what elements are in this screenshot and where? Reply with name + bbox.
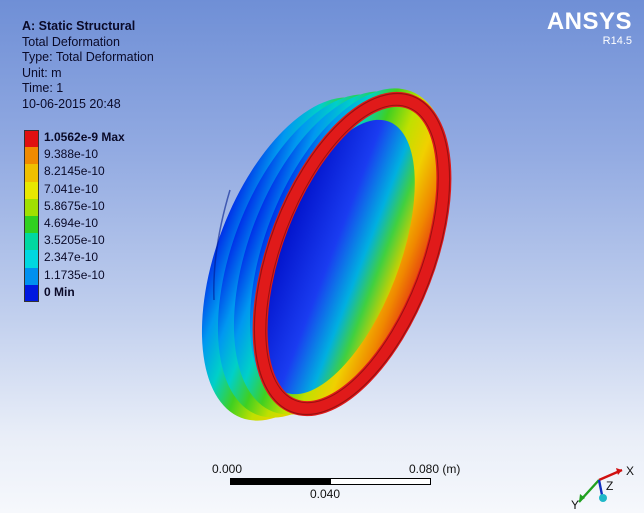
- triad-y-label: Y: [571, 498, 579, 510]
- scale-bar-white-segment: [330, 478, 431, 485]
- legend-value-label: 8.2145e-10: [44, 164, 105, 179]
- legend-color-swatch: [24, 147, 39, 165]
- legend-value-label: 1.0562e-9 Max: [44, 130, 125, 144]
- ansys-version: R14.5: [602, 35, 632, 47]
- x-axis-arrow: [616, 468, 622, 475]
- legend-value-label: 7.041e-10: [44, 181, 99, 196]
- ansys-branding: ANSYS R14.5: [546, 8, 632, 48]
- legend-value-label: 5.8675e-10: [44, 198, 105, 213]
- z-axis-line: [597, 479, 604, 496]
- ring-bore-inner: [259, 119, 415, 395]
- legend-color-swatch: [24, 250, 39, 268]
- legend-color-swatch: [24, 284, 39, 302]
- legend-value-label: 3.5205e-10: [44, 233, 105, 248]
- legend-color-swatch: [24, 215, 39, 234]
- legend-color-swatch: [24, 164, 39, 182]
- result-date: 10-06-2015 20:48: [22, 96, 121, 111]
- analysis-title: A: Static Structural: [22, 19, 136, 33]
- scale-start-label: 0.000: [212, 462, 243, 476]
- result-info-block: A: Static Structural Total Deformation T…: [22, 19, 154, 112]
- triad-x-label: X: [626, 464, 634, 478]
- scale-bar: 0.000 0.080 (m) 0.040: [205, 460, 475, 505]
- triad-origin-sphere: [599, 494, 607, 502]
- result-name: Total Deformation: [22, 34, 120, 49]
- y-axis-arrow: [579, 494, 585, 502]
- legend-value-label: 9.388e-10: [44, 147, 99, 162]
- legend-value-label: 2.347e-10: [44, 250, 99, 265]
- scale-bar-black-segment: [230, 478, 330, 485]
- legend-color-swatch: [24, 233, 39, 251]
- legend-color-swatch: [24, 130, 39, 148]
- ring-front-face: [252, 91, 452, 417]
- axis-triad[interactable]: X Y Z: [566, 458, 638, 510]
- scale-mid-label: 0.040: [310, 487, 341, 501]
- scale-end-label: 0.080 (m): [409, 462, 461, 476]
- legend-color-swatch: [24, 267, 39, 285]
- triad-z-label: Z: [606, 479, 613, 493]
- legend-value-label: 1.1735e-10: [44, 267, 105, 282]
- legend-value-label: 4.694e-10: [44, 215, 99, 230]
- legend-color-swatch: [24, 198, 39, 216]
- legend-value-label: 0 Min: [44, 284, 75, 299]
- result-type: Type: Total Deformation: [22, 50, 154, 64]
- ansys-logo: ANSYS: [546, 8, 632, 35]
- ring-shadow-edge: [213, 189, 231, 301]
- result-unit: Unit: m: [22, 65, 62, 80]
- legend-color-swatch: [24, 181, 39, 199]
- result-time: Time: 1: [22, 81, 64, 95]
